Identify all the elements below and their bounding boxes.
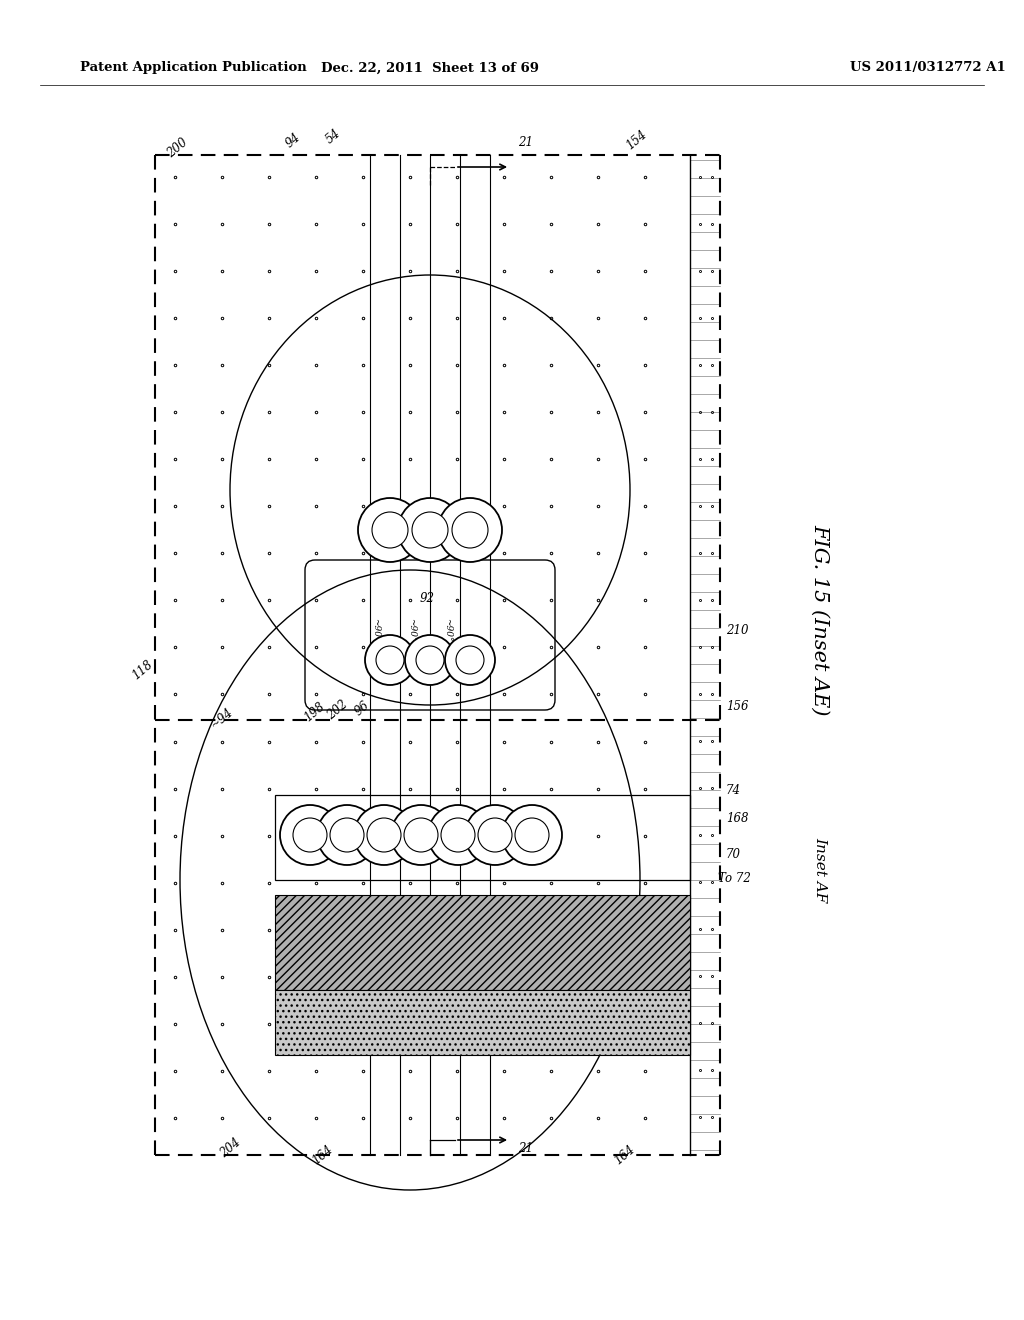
Text: 70: 70 <box>726 849 741 862</box>
Text: 54: 54 <box>323 127 343 145</box>
Text: 96: 96 <box>352 698 372 718</box>
Circle shape <box>317 805 377 865</box>
Circle shape <box>367 818 401 851</box>
Circle shape <box>391 805 451 865</box>
Text: 198: 198 <box>302 700 328 725</box>
Text: ~90°: ~90° <box>372 618 381 642</box>
Circle shape <box>404 818 438 851</box>
Circle shape <box>406 635 455 685</box>
Bar <box>275 895 690 990</box>
Text: 156: 156 <box>726 700 749 713</box>
Circle shape <box>445 635 495 685</box>
Text: 21: 21 <box>518 136 534 149</box>
Text: ~90°: ~90° <box>443 618 453 642</box>
Text: 200: 200 <box>165 136 190 160</box>
Text: Inset AF: Inset AF <box>813 837 827 903</box>
Circle shape <box>416 645 444 675</box>
Circle shape <box>452 512 488 548</box>
Text: 74: 74 <box>726 784 741 796</box>
Text: 164: 164 <box>612 1143 638 1167</box>
Bar <box>275 795 690 880</box>
Text: ~90°: ~90° <box>408 618 417 642</box>
Text: 118: 118 <box>130 657 156 682</box>
Circle shape <box>438 498 502 562</box>
Circle shape <box>502 805 562 865</box>
Circle shape <box>515 818 549 851</box>
Text: 202: 202 <box>325 698 350 722</box>
Text: Patent Application Publication: Patent Application Publication <box>80 62 307 74</box>
Circle shape <box>478 818 512 851</box>
Text: 164: 164 <box>310 1143 336 1167</box>
Circle shape <box>465 805 525 865</box>
Circle shape <box>280 805 340 865</box>
Text: 94: 94 <box>283 131 303 149</box>
Circle shape <box>293 818 327 851</box>
Circle shape <box>441 818 475 851</box>
Circle shape <box>365 635 415 685</box>
Text: To 72: To 72 <box>718 871 751 884</box>
Circle shape <box>330 818 364 851</box>
Text: FIG. 15 (Inset AE): FIG. 15 (Inset AE) <box>811 524 829 715</box>
Text: Dec. 22, 2011  Sheet 13 of 69: Dec. 22, 2011 Sheet 13 of 69 <box>321 62 539 74</box>
Bar <box>275 990 690 1055</box>
Circle shape <box>398 498 462 562</box>
Circle shape <box>376 645 404 675</box>
Text: 168: 168 <box>726 812 749 825</box>
Circle shape <box>412 512 449 548</box>
Text: 21: 21 <box>518 1142 534 1155</box>
Text: 92: 92 <box>420 591 435 605</box>
Text: US 2011/0312772 A1: US 2011/0312772 A1 <box>850 62 1006 74</box>
Circle shape <box>358 498 422 562</box>
Text: 210: 210 <box>726 623 749 636</box>
Text: ~94: ~94 <box>208 705 236 731</box>
Circle shape <box>354 805 414 865</box>
Text: 204: 204 <box>218 1135 244 1160</box>
Text: 154: 154 <box>624 128 649 152</box>
Circle shape <box>372 512 408 548</box>
Circle shape <box>456 645 484 675</box>
Circle shape <box>428 805 488 865</box>
